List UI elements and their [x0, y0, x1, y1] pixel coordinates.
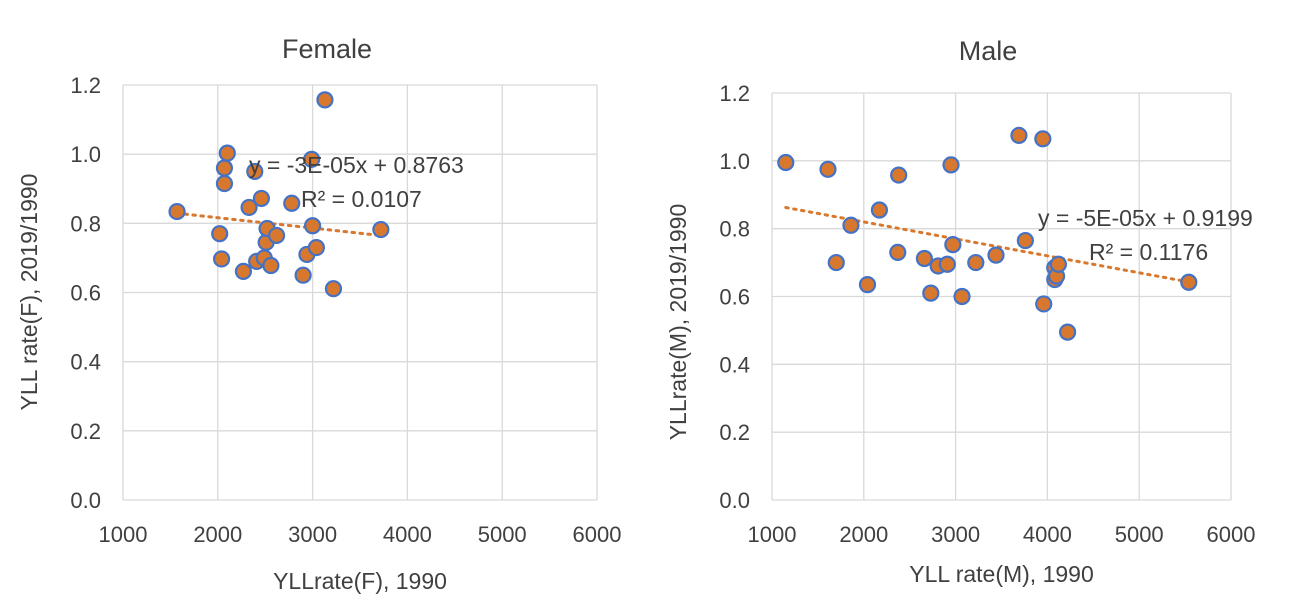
trendline-equation: y = -3E-05x + 0.8763 [249, 152, 464, 178]
male-chart-panel: 1000 2000 3000 4000 5000 6000 0.0 0.2 0.4 0.6 0.8 1… [665, 36, 1255, 587]
x-tick-label: 1000 [748, 522, 797, 547]
data-point [827, 253, 845, 272]
female-chart-panel: 1000 2000 3000 4000 5000 6000 0.0 0.2 0.4 0.6 0.8 1… [16, 34, 621, 594]
data-point [777, 153, 795, 172]
data-point [307, 238, 325, 257]
data-point [1034, 130, 1052, 148]
x-tick-label: 5000 [478, 522, 527, 547]
y-tick-label: 0.4 [719, 352, 750, 377]
data-point [240, 198, 258, 217]
data-point [1049, 255, 1068, 273]
x-tick-label: 4000 [1023, 522, 1072, 547]
data-point [215, 159, 234, 177]
data-point [967, 253, 985, 272]
y-tick-label: 0.6 [70, 281, 101, 306]
y-tick-label: 1.0 [719, 149, 750, 174]
data-point [262, 256, 280, 275]
x-tick-label: 6000 [1207, 522, 1256, 547]
y-tick-label: 1.2 [70, 73, 101, 98]
data-point [944, 236, 962, 254]
x-tick-label: 1000 [99, 522, 148, 547]
trendline [175, 211, 383, 238]
r-squared-label: R² = 0.1176 [1089, 239, 1208, 265]
data-point [303, 150, 321, 168]
data-point [915, 249, 933, 268]
chart-title: Female [282, 34, 372, 64]
data-point [1035, 295, 1053, 313]
y-tick-label: 0.2 [719, 420, 750, 445]
x-tick-label: 4000 [383, 522, 432, 547]
data-point [1058, 323, 1077, 341]
data-point [842, 216, 860, 234]
x-axis-label: YLLrate(F), 1990 [273, 568, 447, 594]
x-tick-label: 2000 [839, 522, 888, 547]
data-point [922, 284, 940, 302]
data-point [218, 144, 236, 162]
data-point [324, 280, 343, 298]
data-point [942, 156, 960, 174]
data-point [168, 202, 186, 221]
data-point [1010, 126, 1028, 144]
y-tick-label: 0.0 [719, 488, 750, 513]
data-point [283, 194, 301, 212]
data-point [987, 246, 1005, 264]
data-point [316, 91, 334, 109]
data-point [819, 160, 837, 178]
y-tick-label: 1.0 [70, 142, 101, 167]
chart-title: Male [959, 36, 1018, 66]
y-tick-label: 0.4 [70, 350, 101, 375]
data-point [870, 201, 889, 219]
y-tick-label: 1.2 [719, 81, 750, 106]
data-point [211, 225, 229, 243]
data-point [215, 174, 234, 193]
data-point [1016, 231, 1034, 250]
data-point [304, 217, 322, 235]
x-tick-label: 2000 [193, 522, 242, 547]
y-tick-label: 0.8 [719, 217, 750, 242]
data-point [858, 276, 877, 294]
y-axis-label: YLL rate(F), 2019/1990 [16, 174, 42, 411]
y-tick-label: 0.6 [719, 285, 750, 310]
data-point [294, 266, 312, 284]
y-tick-label: 0.0 [70, 488, 101, 513]
data-point [953, 287, 971, 306]
y-axis-label: YLLrate(M), 2019/1990 [665, 204, 691, 441]
data-point [889, 243, 907, 262]
data-point [234, 262, 252, 281]
data-point [212, 250, 231, 268]
y-tick-label: 0.2 [70, 419, 101, 444]
x-tick-label: 3000 [931, 522, 980, 547]
x-tick-label: 5000 [1115, 522, 1164, 547]
data-point [246, 162, 264, 181]
x-tick-label: 6000 [573, 522, 622, 547]
x-tick-label: 3000 [288, 522, 337, 547]
data-point [252, 189, 271, 208]
r-squared-label: R² = 0.0107 [301, 186, 422, 212]
data-point [372, 220, 390, 239]
data-point [1180, 273, 1198, 291]
data-point [267, 226, 286, 245]
y-tick-label: 0.8 [70, 211, 101, 236]
data-point [890, 166, 908, 184]
trendline-equation: y = -5E-05x + 0.9199 [1038, 205, 1253, 231]
x-axis-label: YLL rate(M), 1990 [909, 561, 1094, 587]
data-point [938, 255, 956, 273]
